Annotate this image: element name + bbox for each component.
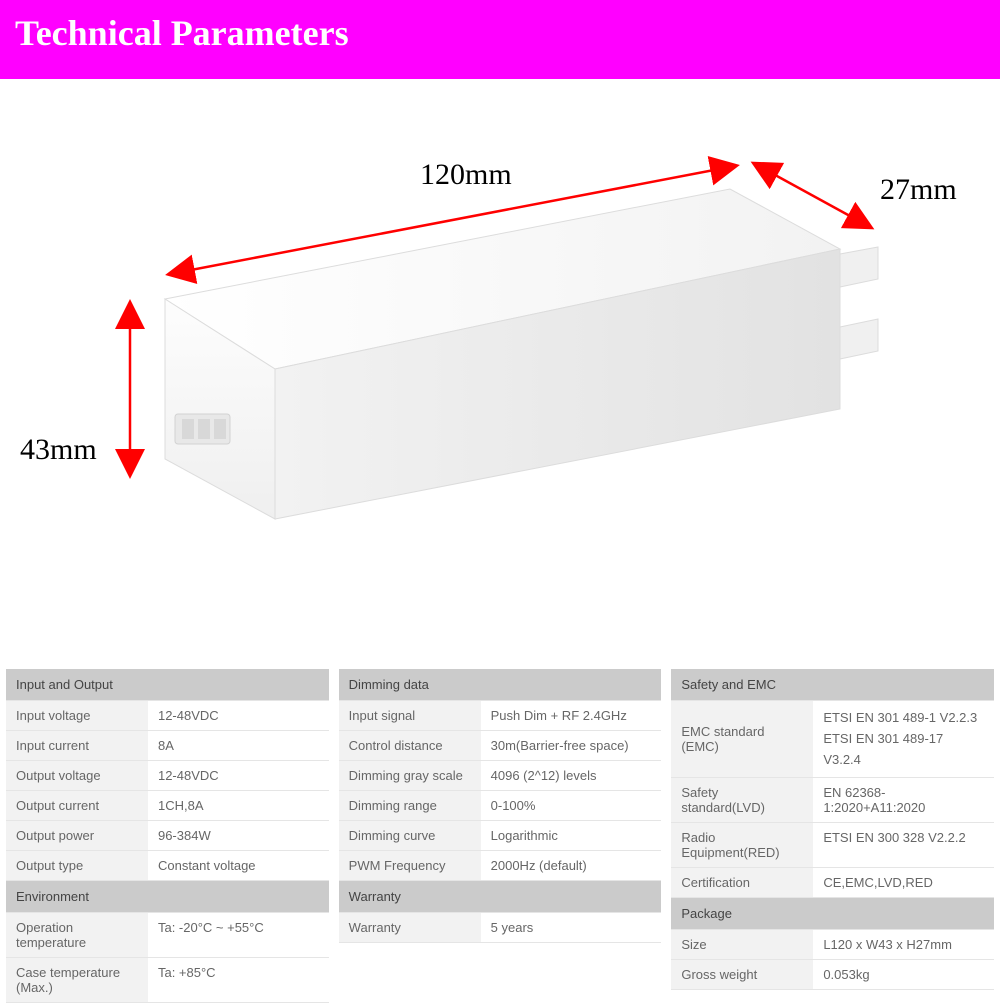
spec-label: Output voltage (6, 761, 148, 790)
spec-value: 12-48VDC (148, 761, 329, 790)
header: Technical Parameters (0, 0, 1000, 79)
table-row: Output voltage12-48VDC (6, 761, 329, 791)
spec-value: EN 62368-1:2020+A11:2020 (813, 778, 994, 822)
spec-value: 1CH,8A (148, 791, 329, 820)
spec-label: EMC standard (EMC) (671, 701, 813, 777)
spec-col-2: Dimming dataInput signalPush Dim + RF 2.… (339, 669, 662, 1003)
spec-value: 4096 (2^12) levels (481, 761, 662, 790)
spec-label: Gross weight (671, 960, 813, 989)
spec-value: 8A (148, 731, 329, 760)
table-row: Gross weight0.053kg (671, 960, 994, 990)
table-row: Output power96-384W (6, 821, 329, 851)
section-header: Environment (6, 881, 329, 913)
spec-label: Safety standard(LVD) (671, 778, 813, 822)
spec-value: 0.053kg (813, 960, 994, 989)
spec-label: Case temperature (Max.) (6, 958, 148, 1002)
table-row: Safety standard(LVD)EN 62368-1:2020+A11:… (671, 778, 994, 823)
spec-label: Output current (6, 791, 148, 820)
page-title: Technical Parameters (15, 12, 985, 54)
spec-value: 96-384W (148, 821, 329, 850)
spec-label: Operation temperature (6, 913, 148, 957)
table-row: Dimming range0-100% (339, 791, 662, 821)
spec-label: Input signal (339, 701, 481, 730)
table-row: Input voltage12-48VDC (6, 701, 329, 731)
dim-label-height: 43mm (20, 433, 97, 466)
table-row: PWM Frequency2000Hz (default) (339, 851, 662, 881)
table-row: SizeL120 x W43 x H27mm (671, 930, 994, 960)
spec-col-1: Input and OutputInput voltage12-48VDCInp… (6, 669, 329, 1003)
spec-label: Dimming range (339, 791, 481, 820)
section-header: Input and Output (6, 669, 329, 701)
spec-value: Ta: +85°C (148, 958, 329, 1002)
device-body (165, 189, 878, 519)
spec-label: Certification (671, 868, 813, 897)
section-header: Safety and EMC (671, 669, 994, 701)
spec-value: Constant voltage (148, 851, 329, 880)
spec-label: Radio Equipment(RED) (671, 823, 813, 867)
spec-label: Output type (6, 851, 148, 880)
table-row: EMC standard (EMC)ETSI EN 301 489-1 V2.2… (671, 701, 994, 778)
spec-col-3: Safety and EMCEMC standard (EMC)ETSI EN … (671, 669, 994, 1003)
table-row: Input signalPush Dim + RF 2.4GHz (339, 701, 662, 731)
table-row: Control distance30m(Barrier-free space) (339, 731, 662, 761)
section-header: Dimming data (339, 669, 662, 701)
spec-value: 2000Hz (default) (481, 851, 662, 880)
table-row: Warranty5 years (339, 913, 662, 943)
spec-value: Logarithmic (481, 821, 662, 850)
spec-tables: Input and OutputInput voltage12-48VDCInp… (0, 669, 1000, 1003)
table-row: Input current8A (6, 731, 329, 761)
spec-label: Input voltage (6, 701, 148, 730)
spec-label: Dimming curve (339, 821, 481, 850)
spec-value: Push Dim + RF 2.4GHz (481, 701, 662, 730)
spec-value: ETSI EN 301 489-1 V2.2.3ETSI EN 301 489-… (813, 701, 994, 777)
dimension-diagram: 120mm 27mm 43mm (0, 79, 1000, 669)
spec-label: PWM Frequency (339, 851, 481, 880)
spec-value: 30m(Barrier-free space) (481, 731, 662, 760)
spec-label: Output power (6, 821, 148, 850)
table-row: Case temperature (Max.)Ta: +85°C (6, 958, 329, 1003)
spec-value: 12-48VDC (148, 701, 329, 730)
spec-value: L120 x W43 x H27mm (813, 930, 994, 959)
spec-value: CE,EMC,LVD,RED (813, 868, 994, 897)
spec-label: Input current (6, 731, 148, 760)
spec-label: Size (671, 930, 813, 959)
spec-value: ETSI EN 300 328 V2.2.2 (813, 823, 994, 867)
spec-value: 5 years (481, 913, 662, 942)
section-header: Package (671, 898, 994, 930)
table-row: Dimming curveLogarithmic (339, 821, 662, 851)
table-row: CertificationCE,EMC,LVD,RED (671, 868, 994, 898)
dim-label-length: 120mm (420, 158, 512, 191)
spec-label: Warranty (339, 913, 481, 942)
spec-label: Control distance (339, 731, 481, 760)
spec-value: Ta: -20°C ~ +55°C (148, 913, 329, 957)
table-row: Dimming gray scale4096 (2^12) levels (339, 761, 662, 791)
table-row: Radio Equipment(RED)ETSI EN 300 328 V2.2… (671, 823, 994, 868)
table-row: Output current1CH,8A (6, 791, 329, 821)
spec-label: Dimming gray scale (339, 761, 481, 790)
table-row: Operation temperatureTa: -20°C ~ +55°C (6, 913, 329, 958)
dim-label-depth: 27mm (880, 173, 957, 206)
spec-value: 0-100% (481, 791, 662, 820)
table-row: Output typeConstant voltage (6, 851, 329, 881)
section-header: Warranty (339, 881, 662, 913)
